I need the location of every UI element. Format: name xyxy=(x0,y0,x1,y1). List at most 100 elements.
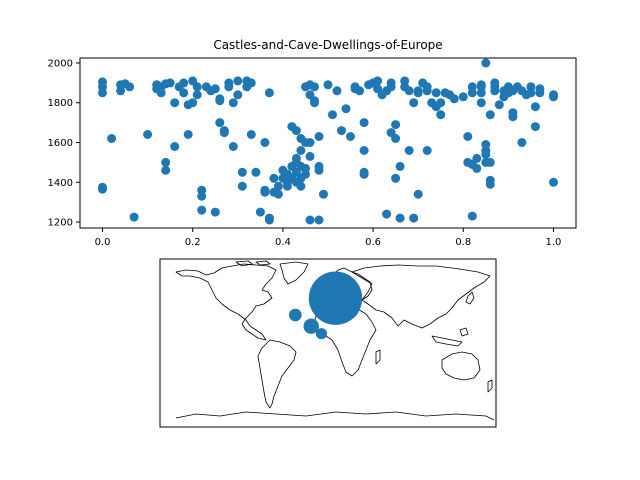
scatter-point xyxy=(179,78,189,88)
map-bubbles xyxy=(289,271,363,340)
scatter-point xyxy=(526,88,536,98)
scatter-point xyxy=(310,98,319,108)
scatter-point xyxy=(219,126,229,136)
y-tick-label: 1400 xyxy=(48,178,73,189)
x-tick-label: 0.6 xyxy=(365,237,381,248)
scatter-point xyxy=(215,96,225,106)
scatter-point xyxy=(409,213,419,223)
scatter-point xyxy=(296,181,306,191)
scatter-point xyxy=(98,184,107,194)
scatter-point xyxy=(508,112,518,122)
scatter-point xyxy=(305,151,315,161)
map-bubble xyxy=(289,308,302,322)
scatter-point xyxy=(319,189,328,199)
scatter-point xyxy=(246,130,256,139)
scatter-point xyxy=(472,163,482,173)
scatter-point xyxy=(404,86,414,96)
chart-title: Castles-and-Cave-Dwellings-of-Europe xyxy=(213,38,442,52)
scatter-point xyxy=(269,173,279,183)
x-tick-label: 0.8 xyxy=(455,237,471,248)
scatter-point xyxy=(332,86,342,96)
scatter-point xyxy=(273,181,283,191)
scatter-point xyxy=(476,98,486,108)
scatter-point xyxy=(549,177,558,187)
scatter-point xyxy=(535,88,545,98)
scatter-point xyxy=(422,86,432,96)
scatter-point xyxy=(260,138,270,147)
south-america-outline xyxy=(257,339,297,409)
scatter-point xyxy=(436,110,446,120)
scatter-point xyxy=(395,161,405,171)
scatter-point xyxy=(341,104,351,114)
scatter-point xyxy=(337,126,346,136)
scatter-point xyxy=(192,82,202,92)
scatter-point xyxy=(143,130,153,139)
north-america-outline xyxy=(175,263,277,341)
scatter-point xyxy=(409,98,419,108)
antarctica-outline xyxy=(175,411,495,421)
scatter-point xyxy=(314,132,324,141)
scatter-point xyxy=(301,169,310,179)
scatter-point xyxy=(260,185,270,195)
scatter-point xyxy=(188,98,198,108)
scatter-point xyxy=(197,205,207,215)
scatter-point xyxy=(391,173,401,183)
scatter-point xyxy=(129,212,139,222)
scatter-point xyxy=(215,118,225,128)
scatter-point xyxy=(391,120,401,130)
scatter-point xyxy=(517,138,527,147)
scatter-point xyxy=(107,134,117,143)
map-bubble xyxy=(329,278,342,292)
scatter-point xyxy=(476,80,486,90)
scatter-point xyxy=(481,149,491,159)
asia-outline xyxy=(351,264,491,329)
map-bubble xyxy=(334,294,360,321)
scatter-point xyxy=(431,88,441,98)
coastlines xyxy=(175,260,495,421)
scatter-point xyxy=(314,165,324,175)
scatter-point xyxy=(422,146,432,155)
scatter-point xyxy=(233,90,243,100)
map-bubble xyxy=(303,318,319,334)
australia-outline xyxy=(441,351,481,381)
madagascar-outline xyxy=(375,349,381,365)
scatter-point xyxy=(530,122,540,132)
scatter-point xyxy=(530,102,540,112)
scatter-point xyxy=(192,90,202,100)
y-axis-ticks: 1200 1400 1600 1800 2000 xyxy=(48,58,80,229)
scatter-point xyxy=(359,118,369,128)
scatter-point xyxy=(210,207,220,217)
scatter-point xyxy=(490,86,500,96)
scatter-point xyxy=(328,110,337,120)
scatter-point xyxy=(282,181,292,191)
scatter-point xyxy=(197,191,207,201)
scatter-point xyxy=(467,211,477,221)
x-tick-label: 0.2 xyxy=(185,237,201,248)
scatter-point xyxy=(233,76,243,86)
scatter-point xyxy=(251,167,261,177)
scatter-point xyxy=(458,92,468,102)
scatter-point xyxy=(170,142,180,151)
scatter-point xyxy=(359,146,369,155)
scatter-point xyxy=(210,84,220,94)
scatter-point xyxy=(395,213,405,223)
scatter-point xyxy=(237,167,247,177)
new-zealand-outline xyxy=(487,379,493,393)
x-axis-ticks: 0.0 0.2 0.4 0.6 0.8 1.0 xyxy=(95,228,561,248)
scatter-point xyxy=(449,94,459,104)
scatter-point xyxy=(305,215,315,225)
scatter-point xyxy=(170,98,180,108)
scatter-point xyxy=(404,146,414,155)
scatter-point xyxy=(485,157,495,167)
scatter-point xyxy=(346,132,355,141)
scatter-point xyxy=(467,82,477,92)
x-tick-label: 0.0 xyxy=(95,237,111,248)
scatter-point xyxy=(494,100,504,110)
x-tick-label: 0.4 xyxy=(275,237,291,248)
scatter-point xyxy=(549,92,558,102)
scatter-point xyxy=(228,98,238,108)
world-map xyxy=(159,258,497,428)
japan-outline xyxy=(465,291,475,305)
y-tick-label: 2000 xyxy=(48,58,73,69)
